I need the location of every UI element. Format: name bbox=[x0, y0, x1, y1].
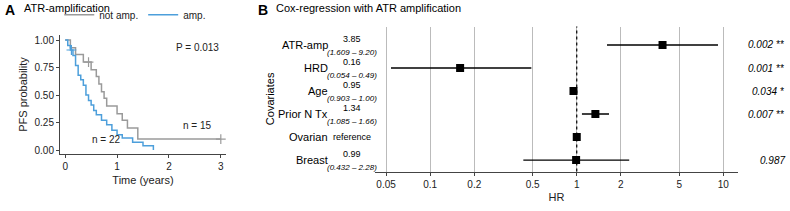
svg-text:ATR-amp: ATR-amp bbox=[282, 39, 328, 51]
svg-text:Prior N Tx: Prior N Tx bbox=[278, 108, 328, 120]
svg-text:Covariates: Covariates bbox=[264, 72, 276, 125]
svg-text:0.75: 0.75 bbox=[35, 62, 55, 73]
svg-text:n = 15: n = 15 bbox=[183, 120, 212, 131]
svg-text:Ovarian: Ovarian bbox=[289, 131, 328, 143]
svg-text:reference: reference bbox=[333, 132, 371, 142]
svg-text:0.25: 0.25 bbox=[35, 117, 55, 128]
svg-text:0.2: 0.2 bbox=[467, 179, 481, 190]
svg-text:5: 5 bbox=[676, 179, 682, 190]
svg-text:0.99: 0.99 bbox=[343, 149, 361, 159]
svg-text:0.1: 0.1 bbox=[423, 179, 437, 190]
svg-text:(0.432 – 2.28): (0.432 – 2.28) bbox=[327, 163, 377, 172]
svg-text:HR: HR bbox=[549, 191, 565, 203]
svg-text:A: A bbox=[5, 2, 15, 18]
svg-text:0.002 **: 0.002 ** bbox=[748, 39, 785, 50]
svg-text:Time (years): Time (years) bbox=[112, 174, 173, 186]
svg-text:Breast: Breast bbox=[296, 154, 328, 166]
svg-text:0.05: 0.05 bbox=[376, 179, 396, 190]
svg-text:(0.054 – 0.49): (0.054 – 0.49) bbox=[327, 71, 377, 80]
svg-text:1: 1 bbox=[574, 179, 580, 190]
svg-text:1.34: 1.34 bbox=[343, 103, 361, 113]
svg-text:0: 0 bbox=[62, 161, 68, 172]
svg-text:0.007 **: 0.007 ** bbox=[748, 109, 785, 120]
svg-text:10: 10 bbox=[718, 179, 730, 190]
svg-text:PFS probability: PFS probability bbox=[17, 57, 29, 132]
svg-text:ATR-amplification: ATR-amplification bbox=[24, 2, 110, 14]
svg-text:0.50: 0.50 bbox=[35, 90, 55, 101]
svg-text:0.95: 0.95 bbox=[343, 80, 361, 90]
svg-text:not amp.: not amp. bbox=[99, 10, 138, 21]
svg-text:(1.609 – 9.20): (1.609 – 9.20) bbox=[327, 48, 377, 57]
svg-text:n = 22: n = 22 bbox=[92, 134, 121, 145]
svg-text:HRD: HRD bbox=[304, 62, 328, 74]
svg-text:0.034 *: 0.034 * bbox=[752, 86, 785, 97]
svg-text:1.00: 1.00 bbox=[35, 35, 55, 46]
svg-text:(1.085 – 1.66): (1.085 – 1.66) bbox=[327, 117, 377, 126]
svg-text:2: 2 bbox=[618, 179, 624, 190]
svg-text:3: 3 bbox=[218, 161, 224, 172]
svg-text:Cox-regression with ATR amplif: Cox-regression with ATR amplification bbox=[276, 2, 461, 14]
svg-text:Age: Age bbox=[308, 85, 328, 97]
svg-text:0.16: 0.16 bbox=[343, 57, 361, 67]
svg-text:3.85: 3.85 bbox=[343, 34, 361, 44]
svg-text:0.001 **: 0.001 ** bbox=[748, 63, 785, 74]
svg-text:0.5: 0.5 bbox=[526, 179, 540, 190]
svg-text:(0.903 – 1.00): (0.903 – 1.00) bbox=[327, 94, 377, 103]
svg-text:amp.: amp. bbox=[183, 10, 205, 21]
svg-text:P = 0.013: P = 0.013 bbox=[176, 42, 219, 53]
svg-text:1: 1 bbox=[114, 161, 120, 172]
svg-text:B: B bbox=[258, 2, 268, 18]
svg-text:0.987: 0.987 bbox=[760, 155, 785, 166]
svg-text:2: 2 bbox=[166, 161, 172, 172]
svg-text:0.00: 0.00 bbox=[35, 145, 55, 156]
